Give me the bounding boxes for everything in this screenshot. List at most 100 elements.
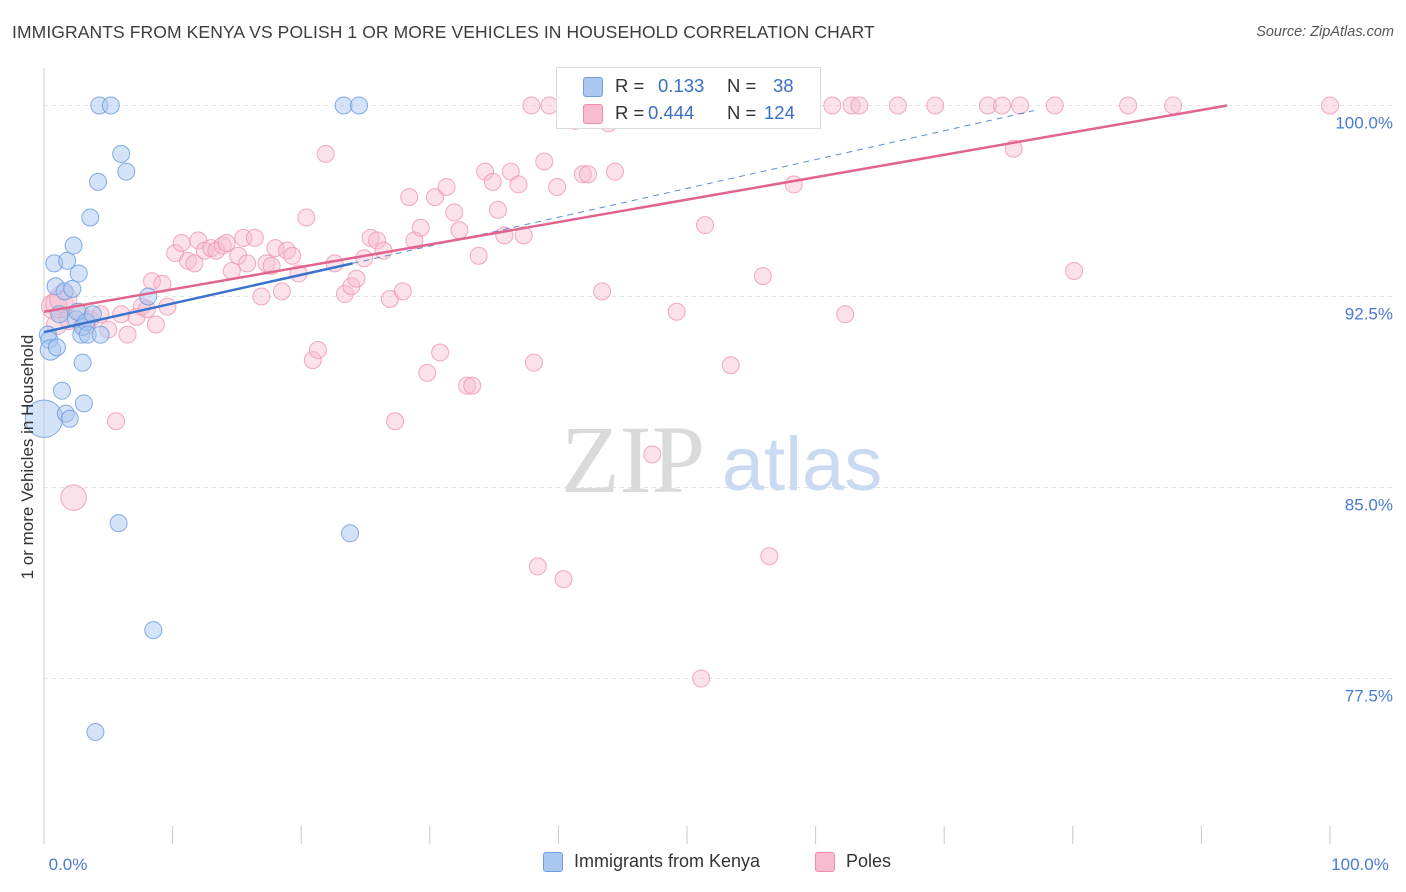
poles-r-value: 0.444 xyxy=(648,102,695,123)
gridlines xyxy=(44,104,1394,679)
kenya-point xyxy=(58,251,77,270)
poles-point xyxy=(554,570,573,589)
poles-point xyxy=(605,162,624,181)
poles-point xyxy=(548,177,567,196)
poles-point xyxy=(431,343,450,362)
poles-point xyxy=(303,351,322,370)
poles-point xyxy=(172,233,191,252)
poles-point xyxy=(667,302,686,321)
poles-point xyxy=(784,175,803,194)
kenya-point xyxy=(350,96,369,115)
y-tick-label: 92.5% xyxy=(1345,304,1393,323)
poles-point xyxy=(509,175,528,194)
poles-point xyxy=(437,177,456,196)
poles-trend-line xyxy=(43,104,1228,313)
x-tick-label: 100.0% xyxy=(1331,855,1389,874)
poles-point xyxy=(573,165,592,184)
stats-row-kenya: R = 0.133 N = 38 xyxy=(557,73,822,101)
poles-point xyxy=(522,96,541,115)
poles-point xyxy=(488,200,507,219)
kenya-point xyxy=(64,236,83,255)
y-tick-label: 100.0% xyxy=(1335,113,1393,132)
poles-point xyxy=(823,96,842,115)
y-axis-label: 1 or more Vehicles in Household xyxy=(18,334,37,580)
legend-kenya-swatch xyxy=(543,851,563,872)
poles-point xyxy=(593,282,612,301)
kenya-point xyxy=(63,279,82,298)
kenya-point xyxy=(53,381,72,400)
kenya-point xyxy=(69,264,88,283)
poles-point xyxy=(118,325,137,344)
poles-point xyxy=(1065,262,1084,280)
poles-point xyxy=(107,412,126,431)
poles-point xyxy=(926,96,945,115)
legend-kenya-label: Immigrants from Kenya xyxy=(574,851,761,871)
legend-item-kenya[interactable]: Immigrants from Kenya xyxy=(543,851,760,872)
poles-point xyxy=(458,376,477,395)
axes xyxy=(43,68,1331,844)
poles-point xyxy=(524,353,543,372)
x-tick-label: 0.0% xyxy=(49,855,88,874)
poles-point xyxy=(1164,96,1183,115)
poles-point xyxy=(1321,96,1339,115)
poles-point xyxy=(185,254,204,273)
chart-title: IMMIGRANTS FROM KENYA VS POLISH 1 OR MOR… xyxy=(12,22,875,42)
kenya-point xyxy=(86,722,105,741)
poles-point xyxy=(721,356,740,375)
kenya-point xyxy=(109,514,128,533)
poles-point xyxy=(146,315,165,334)
kenya-r-label: R = xyxy=(615,75,645,96)
poles-point xyxy=(692,669,711,688)
kenya-point xyxy=(144,621,163,640)
poles-point xyxy=(978,96,997,115)
poles-point xyxy=(476,162,495,181)
poles-point xyxy=(1045,96,1064,115)
poles-point xyxy=(760,547,779,566)
watermark-atlas: atlas xyxy=(722,422,883,507)
tick-labels: 100.0% 92.5% 85.0% 77.5% 0.0% 100.0% xyxy=(49,113,1393,874)
poles-point xyxy=(425,188,444,207)
poles-point xyxy=(450,221,469,240)
poles-point xyxy=(266,239,285,258)
poles-point xyxy=(347,269,366,288)
trend-lines xyxy=(43,104,1228,334)
poles-point xyxy=(316,144,335,163)
poles-point xyxy=(252,287,271,306)
kenya-n-label: N = xyxy=(727,75,757,96)
watermark: ZIP atlas xyxy=(561,406,882,513)
poles-point xyxy=(308,340,327,359)
poles-point xyxy=(535,152,554,171)
poles-point xyxy=(368,231,387,250)
poles-point xyxy=(888,96,907,115)
poles-point xyxy=(993,96,1012,115)
poles-point xyxy=(297,208,316,227)
kenya-point xyxy=(341,524,360,543)
kenya-points xyxy=(24,96,369,741)
poles-point xyxy=(696,216,715,235)
kenya-point xyxy=(117,162,136,181)
poles-point xyxy=(238,254,257,273)
kenya-r-value: 0.133 xyxy=(658,75,705,96)
stats-row-poles: R = 0.444 N = 124 xyxy=(557,100,822,128)
kenya-point xyxy=(101,96,120,115)
poles-point xyxy=(245,228,264,247)
poles-point xyxy=(60,484,87,511)
watermark-zip: ZIP xyxy=(561,406,705,513)
kenya-point xyxy=(47,338,66,357)
kenya-point xyxy=(139,287,158,306)
poles-point xyxy=(278,241,297,260)
y-tick-label: 77.5% xyxy=(1345,686,1393,705)
poles-n-value: 124 xyxy=(764,102,795,123)
poles-point xyxy=(578,165,597,184)
poles-points xyxy=(41,96,1339,688)
poles-point xyxy=(528,557,547,576)
poles-point xyxy=(283,246,302,265)
legend-item-poles[interactable]: Poles xyxy=(815,851,891,872)
poles-point xyxy=(483,172,502,191)
kenya-point xyxy=(83,305,102,324)
poles-point xyxy=(386,412,405,431)
poles-point xyxy=(393,282,412,301)
poles-point xyxy=(753,267,772,286)
kenya-point xyxy=(81,208,100,227)
